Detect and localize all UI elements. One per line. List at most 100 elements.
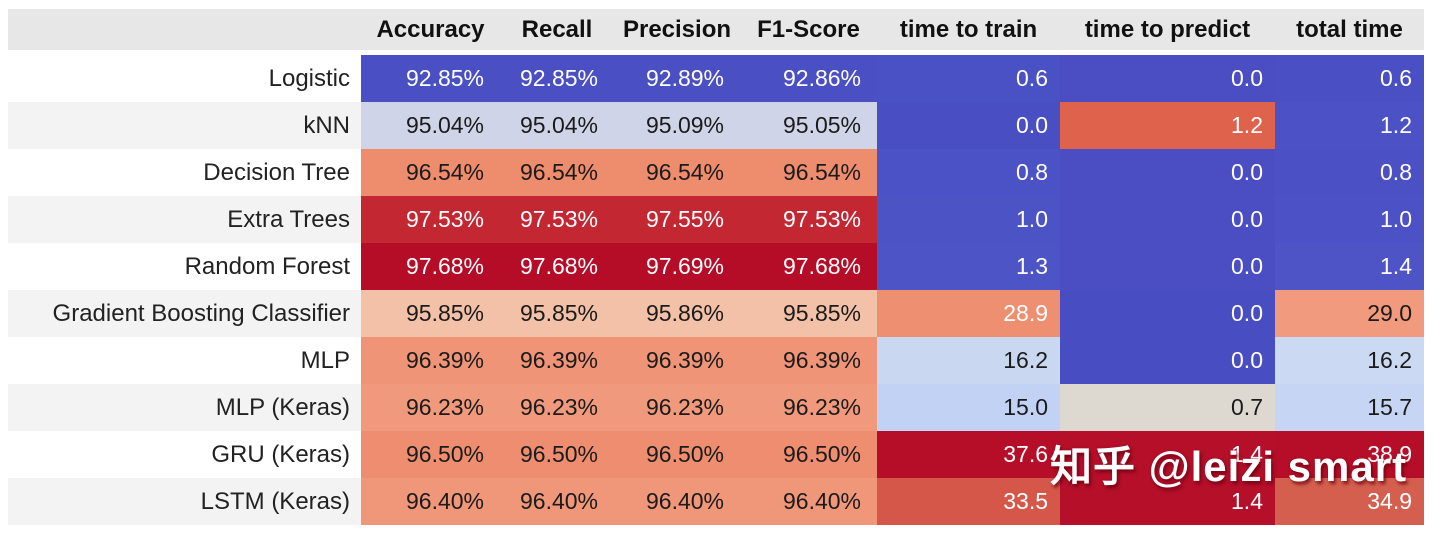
table-cell: 1.0	[877, 196, 1060, 243]
table-cell: 97.68%	[361, 243, 500, 290]
table-cell: 1.4	[1060, 478, 1275, 525]
table-row: MLP (Keras) 96.23% 96.23% 96.23% 96.23% 15.0 0…	[8, 384, 1424, 431]
table-row: Decision Tree 96.54% 96.54% 96.54% 96.54% 0.8…	[8, 149, 1424, 196]
table-cell: 95.85%	[740, 290, 877, 337]
table-cell: 0.0	[1060, 196, 1275, 243]
table-header-row: Accuracy Recall Precision F1-Score time to t…	[8, 9, 1424, 50]
table-row: Extra Trees 97.53% 97.53% 97.55% 97.53% 1.0 0.…	[8, 196, 1424, 243]
table-cell: 1.3	[877, 243, 1060, 290]
table-cell: 96.54%	[500, 149, 614, 196]
table-cell: 92.86%	[740, 55, 877, 102]
table-cell: 0.6	[877, 55, 1060, 102]
row-label: Decision Tree	[8, 149, 361, 196]
column-header: Precision	[622, 16, 732, 43]
table-row: kNN 95.04% 95.04% 95.09% 95.05% 0.0 1.2 1.2	[8, 102, 1424, 149]
corner-cell	[8, 9, 361, 50]
table-cell: 95.04%	[361, 102, 500, 149]
table-cell: 0.7	[1060, 384, 1275, 431]
table-cell: 0.0	[1060, 290, 1275, 337]
table-cell: 96.40%	[361, 478, 500, 525]
table-cell: 96.23%	[614, 384, 740, 431]
table-cell: 28.9	[877, 290, 1060, 337]
table-cell: 95.85%	[500, 290, 614, 337]
table-cell: 97.55%	[614, 196, 740, 243]
table-cell: 0.0	[1060, 243, 1275, 290]
table-cell: 96.39%	[361, 337, 500, 384]
table-row: Logistic 92.85% 92.85% 92.89% 92.86% 0.6 0.0 0.…	[8, 55, 1424, 102]
table-cell: 1.0	[1275, 196, 1424, 243]
table-cell: 37.6	[877, 431, 1060, 478]
table-cell: 15.0	[877, 384, 1060, 431]
row-label: kNN	[8, 102, 361, 149]
table-cell: 97.68%	[500, 243, 614, 290]
column-header: Recall	[521, 16, 593, 43]
row-label: MLP	[8, 337, 361, 384]
table-row: LSTM (Keras) 96.40% 96.40% 96.40% 96.40% 33.5…	[8, 478, 1424, 525]
table-cell: 92.89%	[614, 55, 740, 102]
column-header: F1-Score	[757, 16, 860, 43]
table-cell: 97.53%	[740, 196, 877, 243]
row-label: GRU (Keras)	[8, 431, 361, 478]
table-cell: 95.86%	[614, 290, 740, 337]
table-cell: 96.54%	[614, 149, 740, 196]
column-header: time to train	[899, 16, 1038, 43]
table-cell: 96.50%	[614, 431, 740, 478]
table-cell: 95.09%	[614, 102, 740, 149]
column-header: time to predict	[1084, 16, 1251, 43]
table-cell: 1.4	[1060, 431, 1275, 478]
table-cell: 96.23%	[740, 384, 877, 431]
column-header: total time	[1296, 16, 1403, 43]
table-cell: 0.8	[877, 149, 1060, 196]
table-cell: 95.85%	[361, 290, 500, 337]
table-cell: 96.50%	[500, 431, 614, 478]
row-label: Random Forest	[8, 243, 361, 290]
table-cell: 1.2	[1275, 102, 1424, 149]
model-comparison-table: Accuracy Recall Precision F1-Score time to t…	[8, 9, 1424, 525]
table-cell: 97.53%	[361, 196, 500, 243]
table-cell: 1.4	[1275, 243, 1424, 290]
row-label: MLP (Keras)	[8, 384, 361, 431]
table-cell: 0.0	[1060, 149, 1275, 196]
table-cell: 95.05%	[740, 102, 877, 149]
table-cell: 97.69%	[614, 243, 740, 290]
table-cell: 96.40%	[740, 478, 877, 525]
table-cell: 96.54%	[740, 149, 877, 196]
table-cell: 29.0	[1275, 290, 1424, 337]
watermark: 知乎 @leizi smart	[1050, 443, 1408, 490]
table-row: Gradient Boosting Classifier 95.85% 95.85%…	[8, 290, 1424, 337]
row-label: LSTM (Keras)	[8, 478, 361, 525]
table-cell: 34.9	[1275, 478, 1424, 525]
table-cell: 0.0	[1060, 55, 1275, 102]
table-cell: 0.8	[1275, 149, 1424, 196]
table-cell: 0.0	[1060, 337, 1275, 384]
table-cell: 15.7	[1275, 384, 1424, 431]
table-row: GRU (Keras) 96.50% 96.50% 96.50% 96.50% 37.6 1…	[8, 431, 1424, 478]
column-header: Accuracy	[376, 16, 485, 43]
table-cell: 96.40%	[614, 478, 740, 525]
row-label: Extra Trees	[8, 196, 361, 243]
table-row: MLP 96.39% 96.39% 96.39% 96.39% 16.2 0.0 16.2	[8, 337, 1424, 384]
table-cell: 97.53%	[500, 196, 614, 243]
table-cell: 96.50%	[361, 431, 500, 478]
table-cell: 0.0	[877, 102, 1060, 149]
table-row: Random Forest 97.68% 97.68% 97.69% 97.68% 1.3…	[8, 243, 1424, 290]
table-cell: 96.23%	[361, 384, 500, 431]
table-cell: 95.04%	[500, 102, 614, 149]
table-cell: 96.40%	[500, 478, 614, 525]
table-cell: 92.85%	[361, 55, 500, 102]
table-cell: 38.9	[1275, 431, 1424, 478]
table-cell: 16.2	[877, 337, 1060, 384]
table-cell: 33.5	[877, 478, 1060, 525]
table-cell: 92.85%	[500, 55, 614, 102]
table-cell: 96.39%	[500, 337, 614, 384]
table-cell: 1.2	[1060, 102, 1275, 149]
table-cell: 96.50%	[740, 431, 877, 478]
header-body-gap	[8, 50, 1424, 55]
table-cell: 96.39%	[614, 337, 740, 384]
table-cell: 96.39%	[740, 337, 877, 384]
row-label: Logistic	[8, 55, 361, 102]
table-cell: 97.68%	[740, 243, 877, 290]
table-cell: 16.2	[1275, 337, 1424, 384]
table-cell: 0.6	[1275, 55, 1424, 102]
